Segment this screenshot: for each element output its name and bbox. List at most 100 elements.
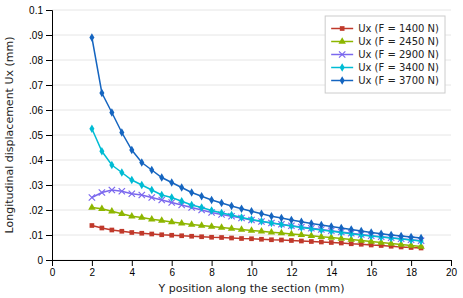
tick: 14 xyxy=(326,260,338,278)
tick: .02 xyxy=(29,205,52,216)
marker xyxy=(349,225,354,234)
marker xyxy=(119,229,124,234)
marker xyxy=(269,212,274,221)
line xyxy=(92,208,421,247)
tick-mark xyxy=(46,235,52,236)
tick: 2 xyxy=(90,260,96,278)
grid-line xyxy=(52,135,451,136)
tick-label: 12 xyxy=(286,267,298,278)
line xyxy=(92,129,421,241)
legend-label: Ux (F = 3400 N) xyxy=(358,62,439,73)
x-axis: 02468101214161820 xyxy=(50,260,458,278)
legend-item: Ux (F = 3700 N) xyxy=(331,75,439,86)
tick-label: 6 xyxy=(169,267,175,278)
marker xyxy=(279,214,284,223)
marker xyxy=(339,241,344,246)
marker xyxy=(99,189,105,195)
marker xyxy=(139,158,144,167)
tick: .04 xyxy=(29,155,52,166)
y-axis: 0.01.02.03.04.05.06.07.08.090.1 xyxy=(29,5,52,266)
marker xyxy=(259,237,264,242)
legend-label: Ux (F = 2450 N) xyxy=(358,36,439,47)
marker xyxy=(219,199,224,208)
marker xyxy=(189,188,194,197)
axis-line xyxy=(53,261,452,267)
marker xyxy=(389,231,394,240)
marker xyxy=(158,216,165,222)
marker xyxy=(179,197,184,206)
tick-mark xyxy=(46,135,52,136)
marker xyxy=(199,192,204,201)
tick-label: 14 xyxy=(326,267,338,278)
chart: 024681012141618200.01.02.03.04.05.06.07.… xyxy=(0,0,463,298)
legend-item: Ux (F = 2450 N) xyxy=(331,36,439,47)
marker xyxy=(188,220,195,226)
tick-label: .09 xyxy=(29,30,43,41)
marker xyxy=(248,226,255,232)
marker xyxy=(89,194,95,200)
marker xyxy=(118,209,125,215)
legend-marker xyxy=(340,76,345,85)
marker xyxy=(219,209,224,218)
tick: 4 xyxy=(130,260,136,278)
plot: 024681012141618200.01.02.03.04.05.06.07.… xyxy=(29,5,457,278)
legend-marker xyxy=(340,26,345,31)
tick-label: 10 xyxy=(246,267,258,278)
marker xyxy=(148,215,155,221)
tick-mark xyxy=(46,210,52,211)
marker xyxy=(329,240,334,245)
grid xyxy=(52,10,451,260)
marker xyxy=(228,224,235,230)
legend-label: Ux (F = 1400 N) xyxy=(358,23,439,34)
marker xyxy=(128,212,135,218)
tick-label: .08 xyxy=(29,55,43,66)
marker xyxy=(268,228,275,234)
marker xyxy=(199,234,204,239)
tick-mark xyxy=(46,185,52,186)
marker xyxy=(138,213,145,219)
marker xyxy=(129,230,134,235)
tick: .06 xyxy=(29,105,52,116)
marker xyxy=(209,196,214,205)
marker xyxy=(239,213,244,222)
tick-mark xyxy=(291,260,292,266)
tick-mark xyxy=(46,10,52,11)
tick-mark xyxy=(252,260,253,266)
legend-marker xyxy=(340,63,345,72)
tick: 8 xyxy=(209,260,215,278)
marker xyxy=(129,191,135,197)
marker xyxy=(209,235,214,240)
tick-mark xyxy=(46,35,52,36)
marker xyxy=(179,233,184,238)
tick-mark xyxy=(411,260,412,266)
tick-mark xyxy=(46,60,52,61)
marker xyxy=(249,215,254,224)
x-axis-title: Y position along the section (mm) xyxy=(158,282,345,295)
axis-line xyxy=(46,11,53,261)
marker xyxy=(100,226,105,231)
marker xyxy=(109,187,115,193)
tick: .08 xyxy=(29,55,52,66)
tick-mark xyxy=(92,260,93,266)
marker xyxy=(129,146,134,155)
marker xyxy=(289,216,294,225)
marker xyxy=(98,204,105,210)
marker xyxy=(259,217,264,226)
marker xyxy=(169,178,174,187)
tick: .09 xyxy=(29,30,52,41)
marker xyxy=(90,223,95,228)
legend-item: Ux (F = 2900 N) xyxy=(331,49,439,60)
marker xyxy=(379,229,384,238)
marker xyxy=(288,230,295,236)
tick-label: .02 xyxy=(29,205,43,216)
marker xyxy=(169,233,174,238)
marker xyxy=(419,234,424,243)
marker xyxy=(218,223,225,229)
marker xyxy=(409,233,414,242)
marker xyxy=(229,202,234,211)
marker xyxy=(109,108,114,117)
marker xyxy=(198,221,205,227)
marker xyxy=(319,240,324,245)
grid-line xyxy=(52,185,451,186)
tick-label: 0 xyxy=(50,267,56,278)
